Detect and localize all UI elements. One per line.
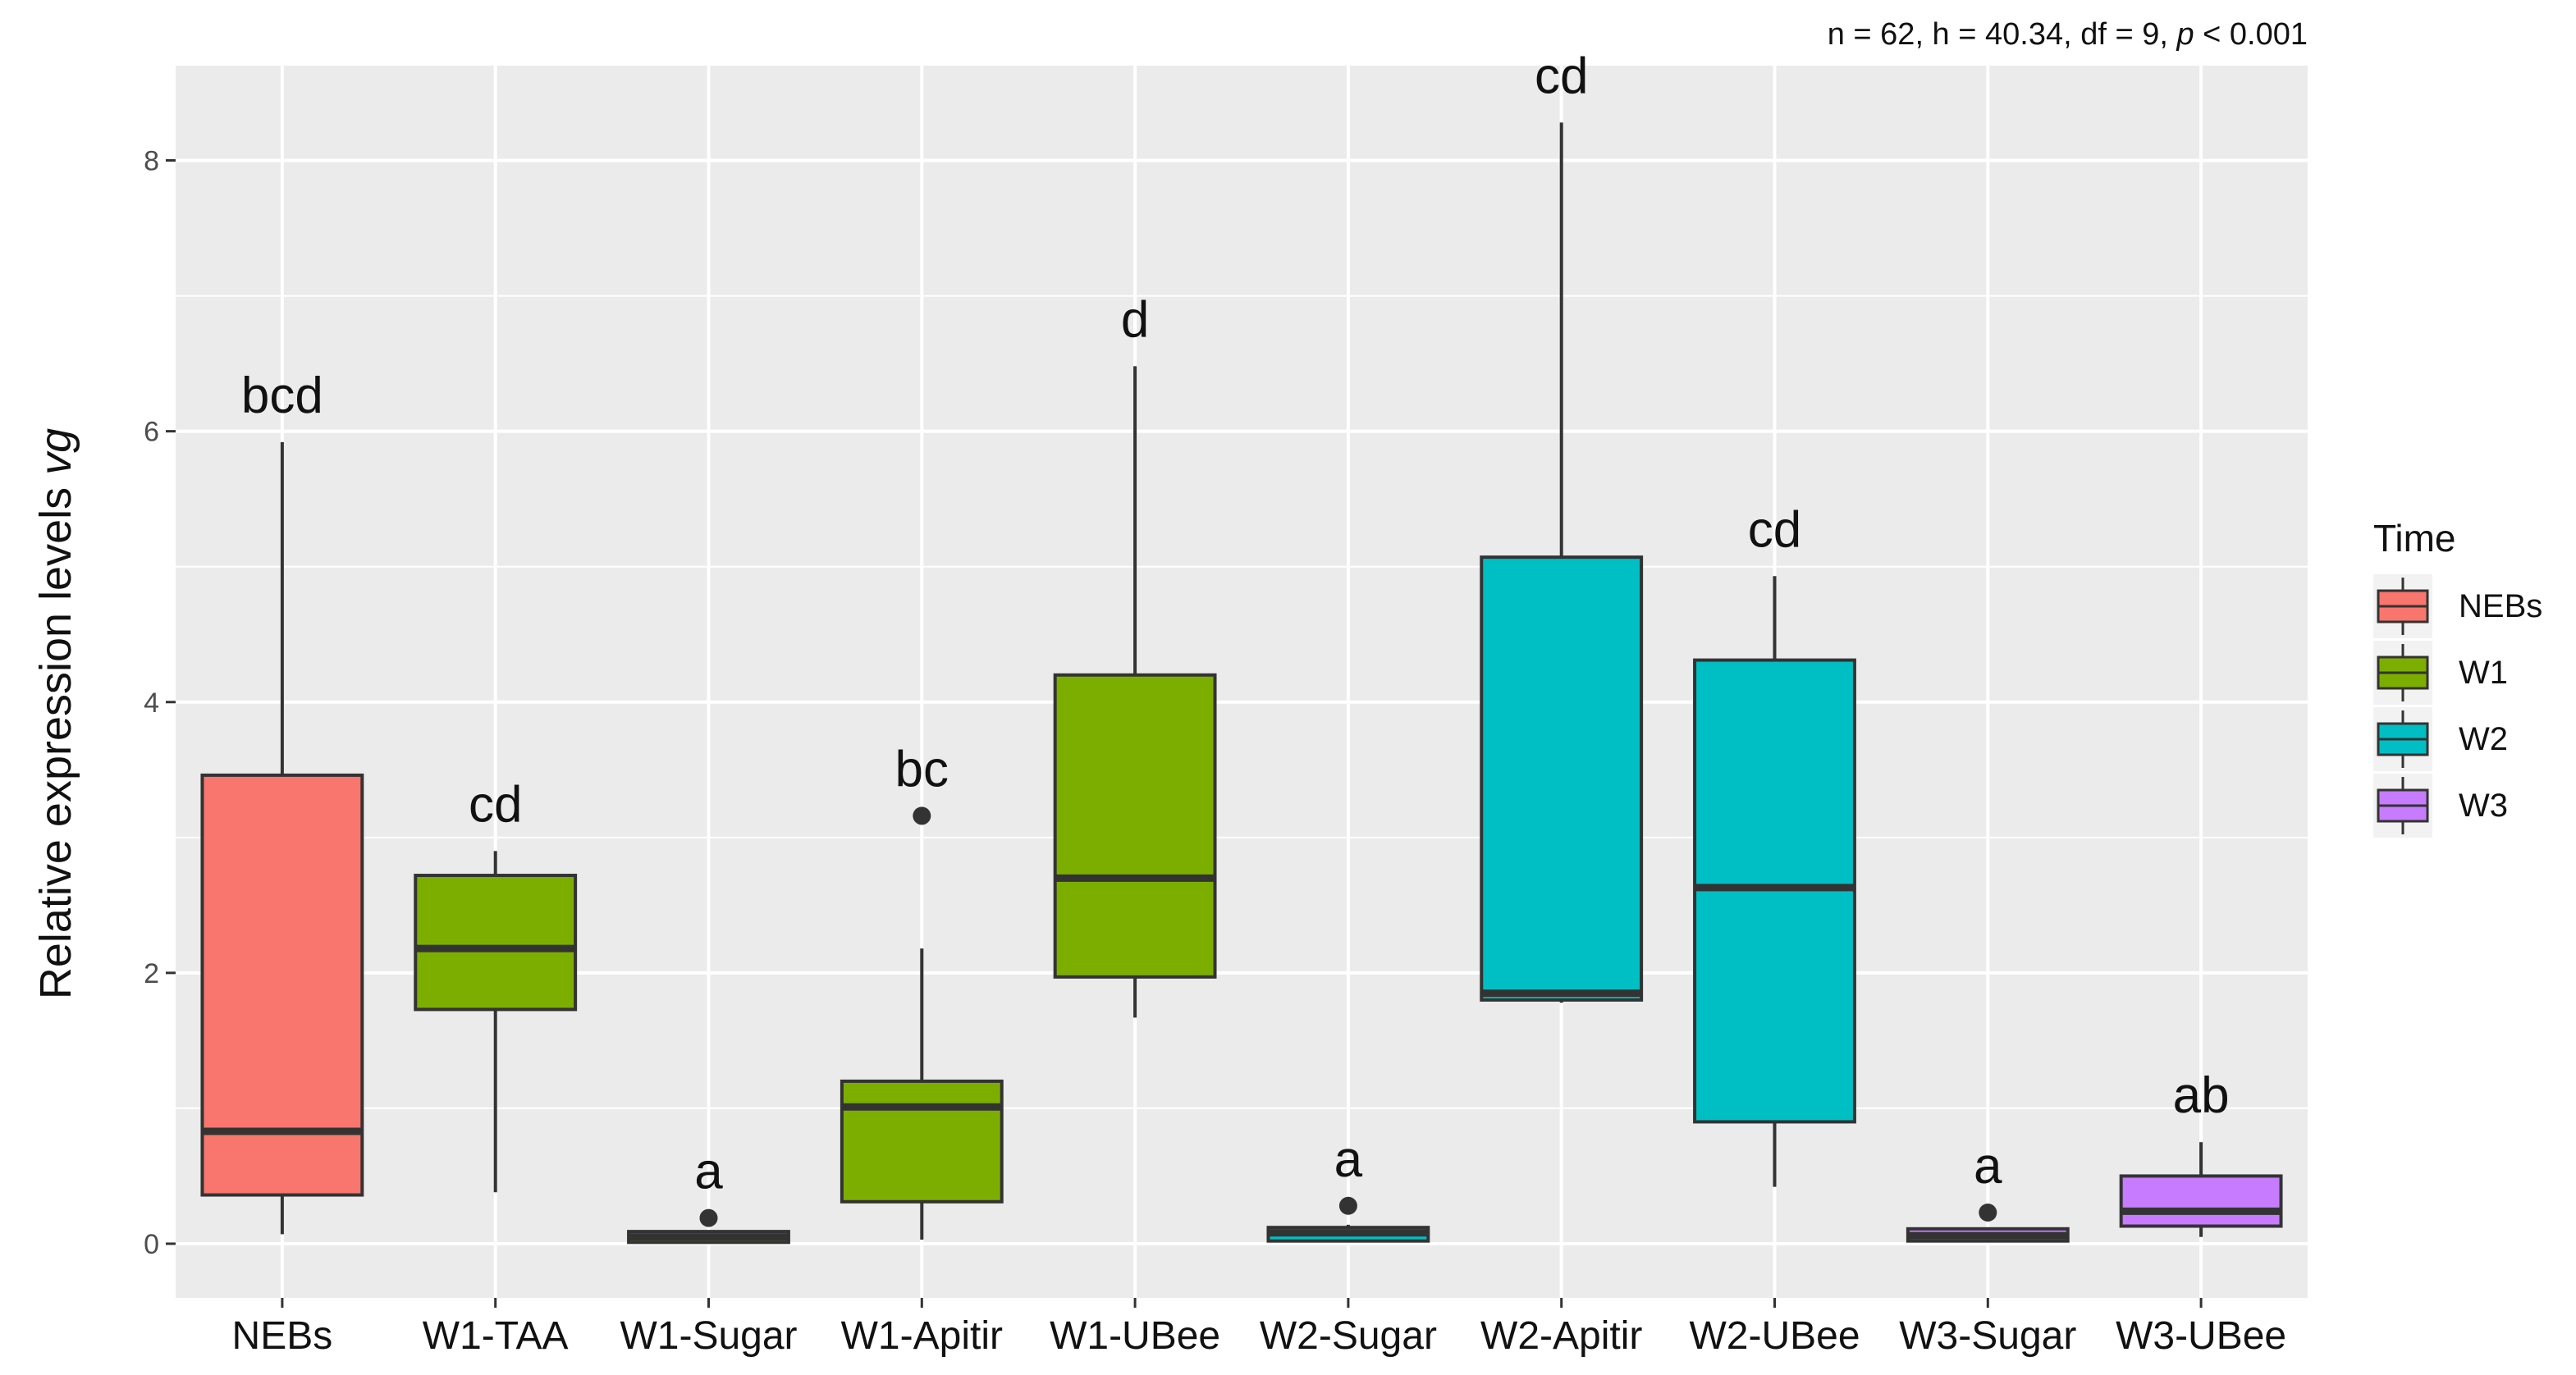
y-axis-title: Relative expression levels vg: [31, 428, 80, 999]
legend-item-w2: W2: [2373, 707, 2508, 771]
significance-letter: bcd: [241, 368, 323, 424]
x-tick-label: W1-UBee: [1050, 1314, 1220, 1358]
significance-letter: a: [1334, 1131, 1363, 1188]
legend-label: W2: [2459, 721, 2508, 757]
x-tick-label: W1-Apitir: [841, 1314, 1003, 1358]
legend: Time NEBs W1 W2 W3: [2373, 517, 2542, 838]
stat-suffix: < 0.001: [2194, 17, 2308, 52]
box-iqr: [1055, 675, 1215, 977]
legend-label: W1: [2459, 655, 2508, 691]
stat-p-symbol: p: [2176, 17, 2194, 52]
box-iqr: [842, 1081, 1002, 1202]
legend-label: W3: [2459, 788, 2508, 824]
y-axis-title-gene: vg: [31, 428, 80, 475]
outlier-point: [913, 806, 931, 825]
legend-items: NEBs W1 W2 W3: [2373, 574, 2542, 838]
significance-letter: d: [1121, 291, 1149, 348]
y-axis-title-text: Relative expression levels: [31, 475, 80, 999]
significance-letter: cd: [1748, 501, 1801, 558]
stat-prefix: n = 62, h = 40.34, df = 9,: [1828, 17, 2177, 52]
x-tick-label: W3-Sugar: [1899, 1314, 2076, 1358]
outlier-point: [700, 1209, 718, 1227]
significance-letter: cd: [1535, 48, 1588, 104]
x-tick-label: W2-Apitir: [1480, 1314, 1642, 1358]
y-tick-label: 4: [144, 688, 159, 719]
stat-annotation: n = 62, h = 40.34, df = 9, p < 0.001: [1828, 17, 2308, 52]
x-tick-label: W3-UBee: [2116, 1314, 2286, 1358]
x-tick-label: W1-Sugar: [620, 1314, 797, 1358]
significance-letter: a: [694, 1144, 723, 1200]
significance-letter: bc: [895, 741, 949, 797]
legend-item-w3: W3: [2373, 774, 2508, 838]
x-tick-label: W2-UBee: [1689, 1314, 1860, 1358]
legend-title: Time: [2373, 517, 2456, 560]
y-tick-label: 0: [144, 1229, 159, 1260]
box-iqr: [415, 875, 575, 1009]
outlier-point: [1339, 1197, 1357, 1215]
box-iqr: [1481, 557, 1641, 1000]
box-iqr: [2121, 1176, 2281, 1226]
legend-item-w1: W1: [2373, 641, 2508, 705]
x-tick-label: W1-TAA: [423, 1314, 569, 1358]
significance-letter: ab: [2173, 1067, 2230, 1124]
significance-letter: a: [1974, 1138, 2002, 1195]
legend-label: NEBs: [2459, 588, 2542, 624]
x-tick-label: W2-Sugar: [1260, 1314, 1437, 1358]
y-tick-label: 8: [144, 146, 159, 177]
outlier-point: [1979, 1204, 1997, 1222]
chart-canvas: 0 2 4 6 8 NEBs W1-TAA W1-Sugar W1-Apitir W1-UBee…: [0, 0, 2576, 1375]
boxplot-chart: 0 2 4 6 8 NEBs W1-TAA W1-Sugar W1-Apitir W1-UBee…: [0, 0, 2576, 1375]
legend-item-nebs: NEBs: [2373, 574, 2542, 638]
significance-letter: cd: [469, 776, 522, 833]
x-axis-ticks: NEBs W1-TAA W1-Sugar W1-Apitir W1-UBee W2-Sug…: [232, 1298, 2287, 1358]
x-tick-label: NEBs: [232, 1314, 333, 1358]
y-tick-label: 6: [144, 417, 159, 448]
y-axis-ticks: 0 2 4 6 8: [144, 146, 176, 1260]
box-w2-ubee: [1695, 576, 1855, 1186]
y-tick-label: 2: [144, 958, 159, 989]
